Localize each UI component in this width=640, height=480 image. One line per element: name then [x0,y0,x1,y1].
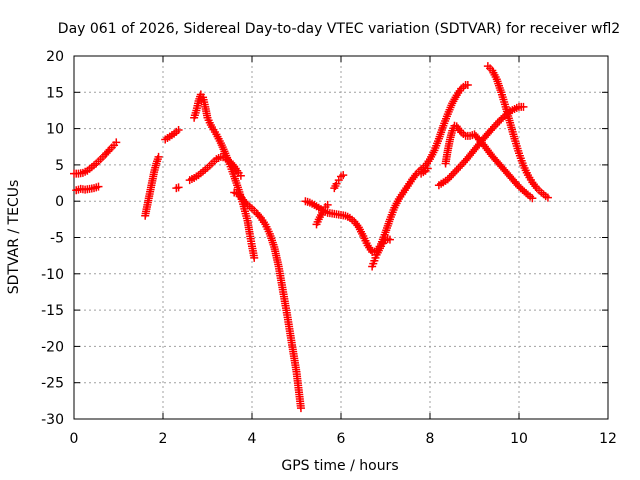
x-tick-label: 4 [248,431,257,447]
data-point [174,183,183,192]
x-axis-label: GPS time / hours [281,458,398,474]
data-point [339,171,348,180]
data-point [447,171,456,180]
data-point [112,138,121,147]
data-series [483,62,552,202]
data-point [323,200,332,209]
x-tick-label: 8 [426,431,435,447]
axis-ticks: 0 2 4 6 8 10 12 -30 -25 -20 -15 -10 -5 0 5 10 15 20 [41,49,617,447]
grid [74,56,608,419]
data-series [141,152,163,220]
x-tick-label: 0 [70,431,79,447]
data-series [441,121,537,203]
data-point [491,120,500,129]
data-point [522,189,531,198]
data-series [230,188,305,413]
data-series [70,138,121,178]
data-point [463,81,472,90]
chart-title: Day 061 of 2026, Sidereal Day-to-day VTE… [58,21,620,37]
data-point [94,182,103,191]
data-point [449,169,458,178]
y-tick-label: -10 [41,267,64,283]
data-point [495,117,504,126]
data-point [450,167,459,176]
data-point [490,122,499,131]
data-point [493,118,502,127]
y-tick-label: -20 [41,339,64,355]
data-point [445,173,454,182]
data-series [301,81,472,257]
data-point [296,404,305,413]
data-point [443,175,452,184]
data-point [242,199,251,208]
data-point [454,164,463,173]
data-series [368,234,394,271]
data-series [417,164,432,178]
data-series [330,171,348,193]
y-tick-label: 5 [55,158,64,174]
data-series [72,182,103,195]
y-tick-label: 10 [46,122,64,138]
y-tick-label: 20 [46,49,64,65]
data-point [452,165,461,174]
x-tick-label: 10 [510,431,528,447]
data-points [70,62,552,413]
data-series [172,183,183,193]
y-tick-label: -5 [50,231,64,247]
data-series [161,126,183,144]
data-point [519,102,528,111]
data-point [423,164,432,173]
data-point [104,147,113,156]
data-series [312,200,332,229]
data-point [543,193,552,202]
x-tick-label: 2 [159,431,168,447]
data-point [174,126,183,135]
x-tick-label: 6 [337,431,346,447]
data-point [456,162,465,171]
y-tick-label: -30 [41,412,64,428]
x-tick-label: 12 [599,431,617,447]
data-point [488,124,497,133]
data-point [528,194,537,203]
y-tick-label: 0 [55,194,64,210]
data-point [154,152,163,161]
data-point [250,253,259,262]
data-point [385,235,394,244]
y-axis-label: SDTVAR / TECUs [6,180,22,295]
y-tick-label: -25 [41,376,64,392]
y-tick-label: 15 [46,85,64,101]
data-point [458,160,467,169]
y-tick-label: -15 [41,303,64,319]
data-series [190,90,259,262]
data-point [236,171,245,180]
